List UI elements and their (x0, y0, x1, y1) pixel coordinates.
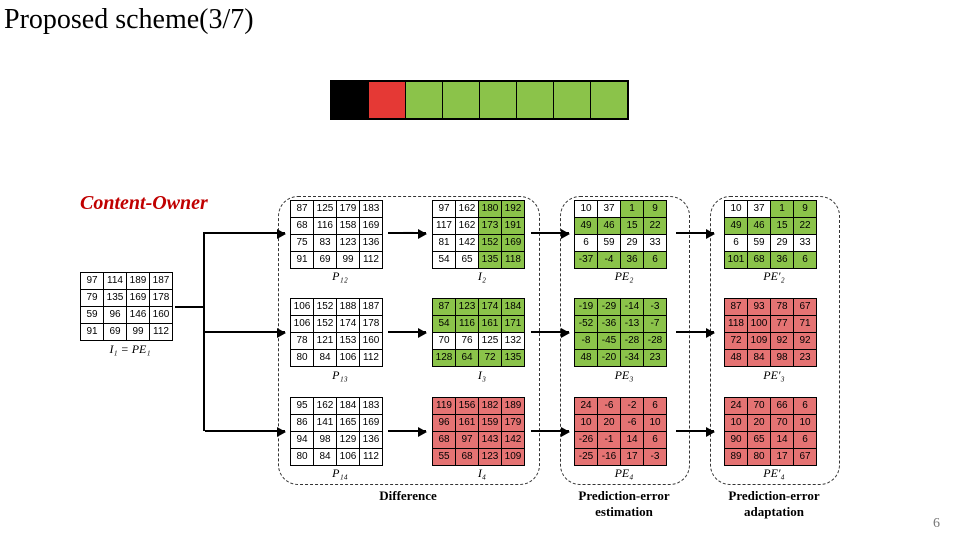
connector (175, 306, 203, 308)
page-title: Proposed scheme(3/7) (4, 4, 254, 36)
arrow (676, 331, 714, 333)
arrow (205, 232, 285, 234)
page-number: 6 (933, 516, 940, 532)
grid-PE2: 103719494615226592933-37-4366 (574, 200, 667, 269)
arrow (531, 232, 569, 234)
grid-I3: 8712317418454116161171707612513212864721… (432, 298, 525, 367)
label-PE4: PE₄ (588, 466, 660, 481)
arrow (205, 331, 285, 333)
arrow (388, 232, 426, 234)
arrow (388, 331, 426, 333)
arrow (388, 430, 426, 432)
diagram-stage: − I₁ = PE₁ P₁₂ P₁₃ P₁₄ I₂ I₃ I₄ PE₂ PE₃ … (8, 196, 952, 516)
grid-P12: 8712517918368116158169758312313691699911… (290, 200, 383, 269)
grid-PE4: 24-6-261020-610-26-1146-25-1617-3 (574, 397, 667, 466)
label-PE2s: PE′₂ (738, 269, 810, 284)
colorbar (330, 80, 629, 120)
grid-PE3: -19-29-14-3-52-36-13-7-8-45-28-2848-20-3… (574, 298, 667, 367)
label-P14: P₁₄ (304, 466, 376, 481)
label-PE4s: PE′₄ (738, 466, 810, 481)
caption-pea: Prediction-error adaptation (710, 488, 838, 520)
grid-PE4s: 247066610207010906514689801767 (724, 397, 817, 466)
label-I2: I₂ (446, 269, 518, 284)
label-PE2: PE₂ (588, 269, 660, 284)
grid-PE2s: 10371949461522659293310168366 (724, 200, 817, 269)
caption-pee: Prediction-error estimation (560, 488, 688, 520)
grid-P13: 1061521881871061521741787812115316080841… (290, 298, 383, 367)
arrow (676, 430, 714, 432)
grid-I4: 1191561821899616115917968971431425568123… (432, 397, 525, 466)
grid-I1: 9711418918779135169178599614616091699911… (80, 272, 173, 341)
label-I3: I₃ (446, 368, 518, 383)
label-P13: P₁₃ (304, 368, 376, 383)
caption-difference: Difference (348, 488, 468, 504)
arrow (205, 430, 285, 432)
arrow (531, 430, 569, 432)
label-PE3: PE₃ (588, 368, 660, 383)
arrow (676, 232, 714, 234)
grid-PE3s: 87937867118100777172109929248849823 (724, 298, 817, 367)
grid-I2: 9716218019211716217319181142152169546513… (432, 200, 525, 269)
arrow (531, 331, 569, 333)
label-I1: I₁ = PE₁ (94, 342, 166, 357)
label-I4: I₄ (446, 466, 518, 481)
label-PE3s: PE′₃ (738, 368, 810, 383)
label-P12: P₁₂ (304, 269, 376, 284)
grid-P14: 9516218418386141165169949812913680841061… (290, 397, 383, 466)
